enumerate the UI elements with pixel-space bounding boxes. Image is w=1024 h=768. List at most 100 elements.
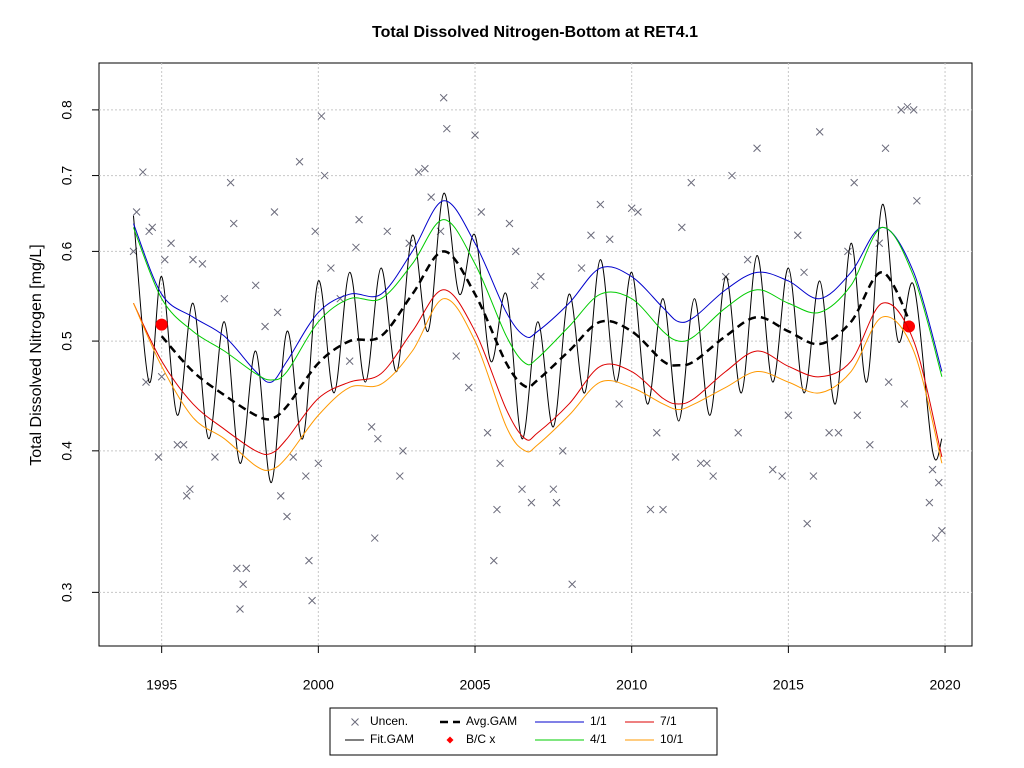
series-line — [160, 250, 915, 421]
data-point — [803, 519, 812, 528]
chart-title: Total Dissolved Nitrogen-Bottom at RET4.… — [372, 24, 698, 41]
data-point — [850, 178, 859, 187]
data-point — [489, 556, 498, 565]
data-point — [261, 322, 269, 331]
data-point — [934, 478, 943, 487]
data-point — [370, 534, 379, 542]
data-point — [815, 128, 824, 136]
data-point — [189, 255, 197, 264]
data-point — [897, 106, 906, 114]
legend-label: Fit.GAM — [370, 732, 414, 746]
data-point — [154, 453, 163, 461]
data-point — [912, 196, 921, 205]
data-point — [283, 512, 291, 521]
data-point — [421, 164, 429, 173]
data-point — [646, 505, 655, 514]
data-point — [809, 472, 818, 480]
series-line — [132, 192, 943, 484]
data-point — [505, 219, 514, 228]
data-point — [132, 208, 141, 216]
series-line — [133, 219, 943, 381]
data-point — [367, 422, 376, 431]
series-line — [133, 298, 943, 471]
data-point — [251, 281, 260, 290]
data-point — [853, 411, 862, 420]
data-point — [596, 200, 605, 209]
data-point — [865, 440, 874, 449]
data-point — [311, 227, 320, 236]
data-point — [884, 378, 893, 386]
data-point — [320, 171, 329, 180]
legend-label: 4/1 — [590, 732, 607, 746]
data-point — [587, 231, 595, 240]
data-point — [239, 580, 247, 589]
data-point — [743, 255, 752, 264]
data-point — [167, 239, 175, 248]
data-point — [383, 227, 392, 236]
data-point — [270, 208, 279, 216]
data-point — [552, 498, 561, 507]
data-point — [728, 171, 736, 180]
data-point — [734, 428, 743, 437]
data-point — [186, 485, 194, 494]
legend-box — [329, 707, 718, 756]
y-tick-label: 0.4 — [59, 441, 75, 461]
legend-label: 7/1 — [660, 714, 677, 728]
data-point — [355, 215, 363, 224]
data-point — [530, 281, 539, 290]
data-point — [615, 400, 624, 408]
data-point — [301, 472, 310, 480]
legend-label: Uncen. — [370, 714, 408, 728]
bc-point — [155, 318, 168, 331]
data-point — [577, 264, 586, 272]
data-point — [778, 472, 786, 480]
data-point — [527, 498, 536, 507]
data-point — [549, 485, 558, 494]
data-point — [659, 505, 667, 514]
data-point — [844, 247, 852, 256]
plot-frame — [98, 62, 973, 647]
data-point — [784, 411, 793, 420]
data-point — [226, 178, 235, 187]
legend-label: 10/1 — [660, 732, 684, 746]
data-point — [925, 498, 934, 507]
data-point — [671, 453, 680, 461]
data-point — [903, 102, 912, 111]
x-tick-label: 2015 — [773, 677, 804, 693]
y-tick-label: 0.5 — [59, 331, 75, 351]
data-point — [793, 231, 802, 240]
x-tick-label: 2020 — [929, 677, 960, 693]
data-point — [909, 106, 918, 114]
y-tick-label: 0.6 — [59, 241, 75, 261]
data-point — [703, 459, 711, 468]
data-point — [875, 239, 884, 248]
data-point — [173, 440, 182, 449]
legend-symbol — [446, 736, 454, 744]
data-point — [536, 272, 545, 281]
data-point — [825, 428, 833, 437]
data-point — [928, 465, 937, 474]
data-point — [605, 235, 614, 244]
data-point — [834, 428, 843, 437]
legend-label: B/C x — [466, 732, 495, 746]
data-point — [157, 372, 166, 381]
series-line — [133, 200, 943, 383]
data-point — [139, 168, 147, 176]
y-axis-title: Total Dissolved Nitrogen [mg/L] — [28, 244, 45, 465]
data-point — [220, 294, 229, 303]
data-point — [273, 308, 282, 317]
legend-symbol — [351, 718, 359, 726]
data-point — [198, 259, 207, 268]
data-point — [483, 428, 492, 437]
data-point — [236, 605, 244, 613]
data-point — [289, 453, 298, 461]
data-point — [314, 459, 323, 468]
data-point — [442, 124, 451, 133]
data-point — [768, 465, 777, 474]
data-point — [568, 580, 577, 589]
data-point — [627, 204, 636, 213]
data-point — [634, 208, 642, 216]
data-point — [709, 472, 718, 480]
